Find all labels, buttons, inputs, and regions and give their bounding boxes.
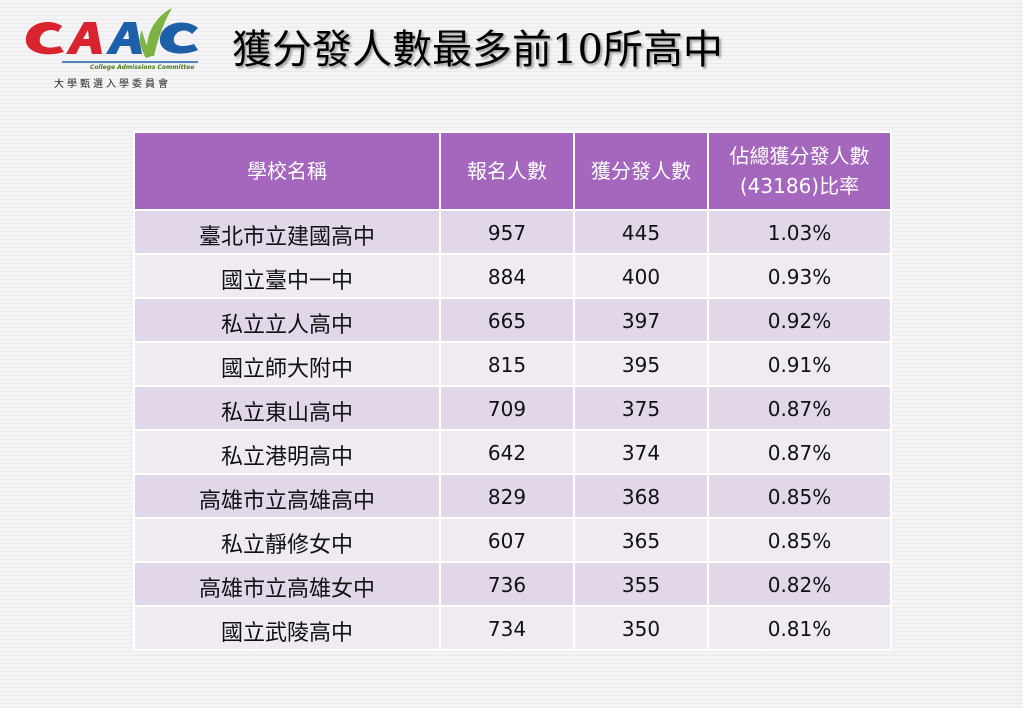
ratio-cell: 0.81%: [707, 605, 892, 651]
page-title: 獲分發人數最多前10所高中: [232, 27, 723, 73]
table-row: 國立武陵高中 734 350 0.81%: [133, 605, 892, 651]
ratio-cell: 0.85%: [707, 517, 892, 563]
school-name-cell: 國立臺中一中: [133, 253, 441, 299]
table-row: 國立師大附中 815 395 0.91%: [133, 341, 892, 387]
table-header-row: 學校名稱 報名人數 獲分發人數 佔總獲分發人數(43186)比率: [133, 131, 892, 211]
table-row: 私立立人高中 665 397 0.92%: [133, 297, 892, 343]
admitted-cell: 400: [573, 253, 709, 299]
table-row: 私立靜修女中 607 365 0.85%: [133, 517, 892, 563]
school-name-cell: 私立靜修女中: [133, 517, 441, 563]
ratio-cell: 0.87%: [707, 429, 892, 475]
applicants-cell: 734: [439, 605, 575, 651]
school-name-cell: 臺北市立建國高中: [133, 209, 441, 255]
table-row: 私立東山高中 709 375 0.87%: [133, 385, 892, 431]
ratio-cell: 1.03%: [707, 209, 892, 255]
ratio-cell: 0.87%: [707, 385, 892, 431]
applicants-cell: 884: [439, 253, 575, 299]
table-row: 高雄市立高雄女中 736 355 0.82%: [133, 561, 892, 607]
table-row: 私立港明高中 642 374 0.87%: [133, 429, 892, 475]
table-row: 國立臺中一中 884 400 0.93%: [133, 253, 892, 299]
admitted-cell: 350: [573, 605, 709, 651]
caac-logo: College Admissions Committee 大學甄選入學委員會: [22, 4, 204, 90]
school-name-cell: 高雄市立高雄女中: [133, 561, 441, 607]
applicants-cell: 815: [439, 341, 575, 387]
applicants-cell: 665: [439, 297, 575, 343]
header-admitted: 獲分發人數: [573, 131, 709, 211]
header-school-name: 學校名稱: [133, 131, 441, 211]
admitted-cell: 445: [573, 209, 709, 255]
ratio-cell: 0.85%: [707, 473, 892, 519]
admitted-cell: 355: [573, 561, 709, 607]
school-name-cell: 私立東山高中: [133, 385, 441, 431]
admitted-cell: 365: [573, 517, 709, 563]
applicants-cell: 736: [439, 561, 575, 607]
ratio-cell: 0.82%: [707, 561, 892, 607]
ratio-cell: 0.91%: [707, 341, 892, 387]
admitted-cell: 374: [573, 429, 709, 475]
applicants-cell: 709: [439, 385, 575, 431]
school-name-cell: 國立師大附中: [133, 341, 441, 387]
header-applicants: 報名人數: [439, 131, 575, 211]
logo-chinese-name: 大學甄選入學委員會: [54, 79, 171, 90]
admitted-cell: 368: [573, 473, 709, 519]
ratio-cell: 0.93%: [707, 253, 892, 299]
applicants-cell: 607: [439, 517, 575, 563]
school-name-cell: 私立港明高中: [133, 429, 441, 475]
school-name-cell: 國立武陵高中: [133, 605, 441, 651]
ratio-cell: 0.92%: [707, 297, 892, 343]
schools-table: 學校名稱 報名人數 獲分發人數 佔總獲分發人數(43186)比率 臺北市立建國高…: [133, 131, 892, 651]
applicants-cell: 957: [439, 209, 575, 255]
school-name-cell: 私立立人高中: [133, 297, 441, 343]
school-name-cell: 高雄市立高雄高中: [133, 473, 441, 519]
admitted-cell: 375: [573, 385, 709, 431]
applicants-cell: 829: [439, 473, 575, 519]
admitted-cell: 395: [573, 341, 709, 387]
header-ratio: 佔總獲分發人數(43186)比率: [707, 131, 892, 211]
table-row: 高雄市立高雄高中 829 368 0.85%: [133, 473, 892, 519]
logo-english-name: College Admissions Committee: [90, 64, 195, 71]
applicants-cell: 642: [439, 429, 575, 475]
admitted-cell: 397: [573, 297, 709, 343]
caac-logo-graphic: [25, 8, 198, 63]
table-row: 臺北市立建國高中 957 445 1.03%: [133, 209, 892, 255]
